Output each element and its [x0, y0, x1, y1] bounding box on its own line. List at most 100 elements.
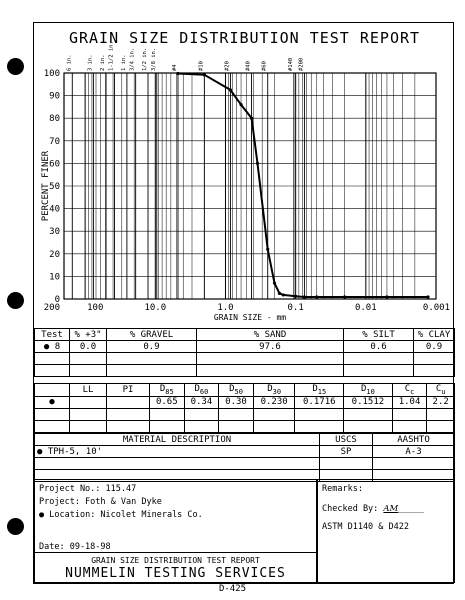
- sieve-label: 1 in.: [121, 54, 127, 71]
- astm-standard: ASTM D1140 & D422: [322, 522, 409, 532]
- sieve-label: #10: [198, 61, 204, 71]
- th-d30: D30: [252, 383, 296, 397]
- th-gravel: % GRAVEL: [106, 328, 197, 341]
- binder-hole-top: [7, 58, 24, 75]
- th-uscs: USCS: [319, 433, 373, 446]
- th-material: MATERIAL DESCRIPTION: [34, 433, 320, 446]
- material-uscs: SP: [319, 445, 373, 458]
- x-tick-label: 0.001: [423, 303, 450, 313]
- cell-d15: 0.1716: [294, 395, 345, 409]
- remarks-box: Remarks: Checked By: AM_____ ASTM D1140 …: [317, 479, 455, 583]
- y-axis-label: PERCENT FINER: [41, 150, 51, 221]
- th-d10: D10: [343, 383, 393, 397]
- sieve-label: 3 in.: [87, 54, 93, 71]
- x-axis-label: GRAIN SIZE - mm: [214, 313, 286, 322]
- sieve-label: 2 in.: [100, 54, 106, 71]
- y-tick-label: 20: [49, 250, 60, 260]
- cell-plus3: 0.0: [69, 340, 107, 353]
- sieve-label: 1-1/2 in.: [109, 41, 115, 71]
- th-silt: % SILT: [343, 328, 414, 341]
- th-aashto: AASHTO: [372, 433, 455, 446]
- data-point: [228, 88, 233, 92]
- x-tick-label: 1.0: [217, 303, 233, 313]
- cell-d60: 0.34: [183, 395, 220, 409]
- data-point: [302, 295, 307, 299]
- material-table: MATERIAL DESCRIPTION USCS AASHTO ● TPH-5…: [34, 433, 455, 482]
- data-point: [272, 281, 277, 285]
- y-tick-label: 90: [49, 92, 60, 102]
- checked-by: Checked By: AM_____: [322, 504, 424, 514]
- cell-cc: 1.04: [391, 395, 428, 409]
- th-d15: D15: [294, 383, 345, 397]
- data-point: [255, 161, 260, 165]
- project-no: Project No.: 115.47: [39, 484, 137, 494]
- cell-silt: 0.6: [343, 340, 414, 353]
- data-point: [239, 103, 243, 107]
- document-code: D-425: [218, 584, 247, 594]
- x-tick-label: 0.01: [355, 303, 377, 313]
- th-plus3: % +3": [69, 328, 107, 341]
- th-d50: D50: [218, 383, 254, 397]
- cell-pi: [106, 395, 150, 409]
- project-name: Project: Foth & Van Dyke: [39, 497, 162, 507]
- material-desc: ● TPH-5, 10': [34, 445, 320, 458]
- report-sheet: GRAIN SIZE DISTRIBUTION TEST REPORT 100 9…: [33, 22, 455, 584]
- th-clay: % CLAY: [413, 328, 455, 341]
- gradation-table: Test % +3" % GRAVEL % SAND % SILT % CLAY…: [34, 328, 455, 377]
- th-d85: D85: [149, 383, 185, 397]
- th-d60: D60: [183, 383, 220, 397]
- cell-cu: 2.2: [426, 395, 455, 409]
- binder-hole-bottom: [7, 518, 24, 535]
- coefficients-table: LL PI D85 D60 D50 D30 D15 D10 Cc Cu ● 0.…: [34, 383, 455, 433]
- data-point: [266, 247, 270, 251]
- company-name: NUMMELIN TESTING SERVICES: [65, 566, 286, 581]
- data-point: [294, 294, 298, 298]
- th-cu: Cu: [426, 383, 455, 397]
- y-tick-label: 30: [49, 227, 60, 237]
- data-point: [343, 295, 347, 299]
- footer-report-title: GRAIN SIZE DISTRIBUTION TEST REPORT: [91, 556, 260, 565]
- sieve-label: #200: [298, 58, 304, 71]
- plot-frame: [63, 72, 437, 300]
- cell-test: ● 8: [34, 340, 70, 353]
- data-point: [249, 116, 254, 120]
- sieve-label: #20: [224, 61, 230, 71]
- th-sand: % SAND: [196, 328, 344, 341]
- th-cc: Cc: [391, 383, 428, 397]
- material-aashto: A-3: [372, 445, 455, 458]
- y-tick-label: 60: [49, 159, 60, 169]
- x-tick-label: 10.0: [144, 303, 166, 313]
- report-title: GRAIN SIZE DISTRIBUTION TEST REPORT: [68, 29, 421, 47]
- cell-d10: 0.1512: [343, 395, 393, 409]
- y-tick-label: 80: [49, 114, 60, 124]
- y-tick-label: 70: [49, 137, 60, 147]
- project-box: Project No.: 115.47 Project: Foth & Van …: [34, 479, 317, 583]
- y-tick-label: 50: [49, 182, 60, 192]
- x-tick-label: 0.1: [288, 303, 304, 313]
- sieve-label: 6 in.: [66, 54, 72, 71]
- data-point: [277, 291, 282, 295]
- th-pi: PI: [106, 383, 150, 397]
- data-point: [202, 73, 206, 77]
- sieve-label: 3/4 in.: [130, 48, 136, 71]
- y-tick-label: 40: [49, 205, 60, 215]
- cell-d50: 0.30: [218, 395, 254, 409]
- x-tick-label: 200: [44, 303, 60, 313]
- sieve-label: #60: [262, 61, 268, 71]
- sieve-label: #4: [172, 64, 178, 71]
- cell-gravel: 0.9: [106, 340, 197, 353]
- data-point: [385, 295, 389, 299]
- data-point: [176, 71, 180, 76]
- cell-d85: 0.65: [149, 395, 185, 409]
- th-test: Test: [34, 328, 70, 341]
- remarks-label: Remarks:: [322, 484, 363, 494]
- sieve-label: #40: [246, 61, 252, 71]
- sieve-label: #140: [288, 58, 294, 71]
- data-point: [426, 295, 430, 299]
- sieve-label: 3/8 in.: [151, 48, 157, 71]
- data-point: [281, 293, 285, 297]
- y-tick-label: 0: [55, 295, 60, 305]
- sieve-label: 1/2 in.: [142, 48, 148, 71]
- gradation-curve: [177, 72, 428, 298]
